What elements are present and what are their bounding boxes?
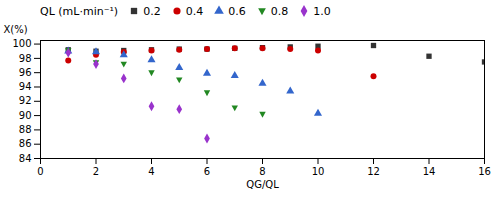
svg-text:16: 16 — [478, 166, 491, 177]
svg-text:2: 2 — [93, 166, 99, 177]
svg-text:8: 8 — [259, 166, 265, 177]
html-text:0.8: 0.8 — [270, 4, 289, 18]
html-text:0.6: 0.6 — [228, 4, 246, 18]
svg-text:10: 10 — [312, 166, 325, 177]
svg-text:QG/QL: QG/QL — [246, 179, 279, 190]
svg-text:X(%): X(%) — [4, 24, 28, 35]
svg-text:0: 0 — [37, 166, 43, 177]
svg-text:94: 94 — [19, 81, 32, 92]
svg-text:84: 84 — [19, 153, 32, 164]
svg-text:98: 98 — [19, 53, 32, 64]
html-text:1.0: 1.0 — [313, 4, 331, 18]
svg-text:12: 12 — [367, 166, 380, 177]
html-text:QL (mL·min⁻¹): QL (mL·min⁻¹) — [40, 4, 119, 18]
svg-text:96: 96 — [19, 67, 32, 78]
html-text:0.2: 0.2 — [143, 4, 161, 18]
svg-text:86: 86 — [19, 138, 32, 149]
svg-text:6: 6 — [204, 166, 210, 177]
svg-text:4: 4 — [148, 166, 154, 177]
svg-text:90: 90 — [19, 110, 32, 121]
html-text:0.4: 0.4 — [185, 4, 204, 18]
svg-text:100: 100 — [12, 38, 31, 49]
svg-text:88: 88 — [19, 124, 32, 135]
svg-text:14: 14 — [423, 166, 436, 177]
svg-text:92: 92 — [19, 95, 32, 106]
